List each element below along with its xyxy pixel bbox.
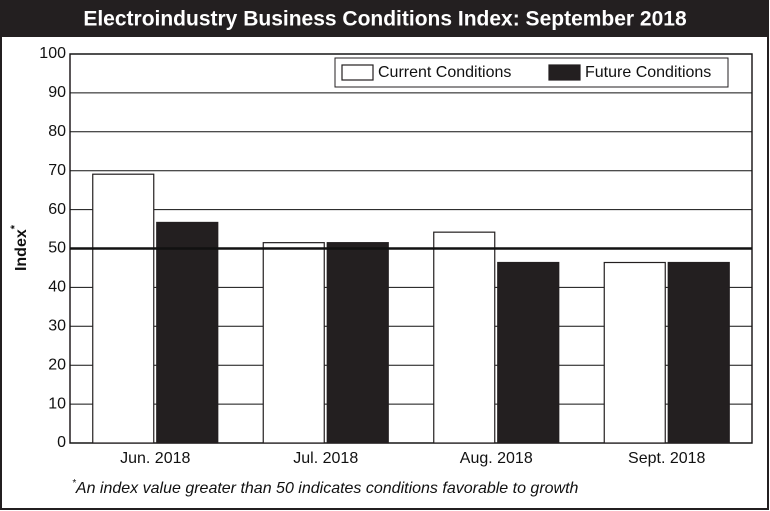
y-tick-label: 90 <box>48 84 66 101</box>
legend-swatch <box>341 64 374 81</box>
y-tick-label: 70 <box>48 162 66 179</box>
bar <box>92 173 155 444</box>
bar <box>326 242 389 444</box>
bar <box>433 231 496 444</box>
bar <box>603 261 666 444</box>
bar <box>667 261 730 444</box>
y-tick-label: 50 <box>48 240 66 257</box>
y-tick-label: 20 <box>48 356 66 373</box>
legend-swatch <box>548 64 581 81</box>
legend-label: Future Conditions <box>585 64 711 81</box>
legend-box <box>334 57 729 88</box>
title-bar <box>1 1 768 37</box>
x-tick-label: Aug. 2018 <box>460 450 533 467</box>
y-tick-label: 30 <box>48 318 66 335</box>
y-tick-label: 60 <box>48 201 66 218</box>
legend-label: Current Conditions <box>378 64 511 81</box>
y-tick-label: 0 <box>57 434 66 451</box>
x-tick-label: Jul. 2018 <box>293 450 358 467</box>
footnote: *An index value greater than 50 indicate… <box>72 478 579 498</box>
y-tick-label: 10 <box>48 395 66 412</box>
y-axis-label: Index* <box>9 224 30 271</box>
legend: Current Conditions Future Conditions <box>334 57 729 88</box>
x-tick-label: Sept. 2018 <box>628 450 706 467</box>
x-tick-label: Jun. 2018 <box>120 450 190 467</box>
y-tick-label: 100 <box>39 45 66 62</box>
y-label-marker: * <box>9 224 21 229</box>
y-tick-label: 80 <box>48 123 66 140</box>
bar <box>497 261 560 444</box>
y-label-text: Index <box>13 229 30 271</box>
y-tick-label: 40 <box>48 279 66 296</box>
footnote-text: An index value greater than 50 indicates… <box>75 480 579 497</box>
footnote-marker: * <box>72 478 77 489</box>
chart-title: Electroindustry Business Conditions Inde… <box>83 8 687 31</box>
bar <box>262 242 325 444</box>
bar <box>156 221 219 444</box>
